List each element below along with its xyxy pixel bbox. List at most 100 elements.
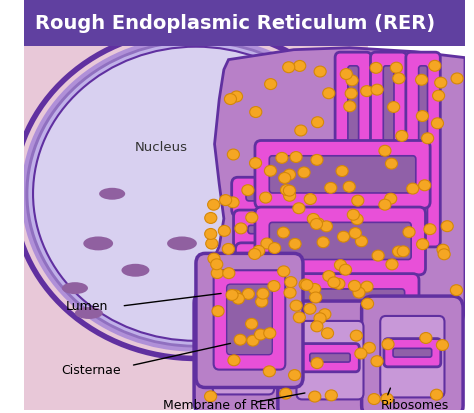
Ellipse shape <box>372 250 384 261</box>
Ellipse shape <box>353 287 365 298</box>
Ellipse shape <box>345 88 357 99</box>
FancyBboxPatch shape <box>248 225 402 234</box>
Ellipse shape <box>310 292 322 303</box>
Ellipse shape <box>379 145 391 156</box>
Ellipse shape <box>289 238 301 249</box>
FancyBboxPatch shape <box>371 52 407 262</box>
Ellipse shape <box>264 78 277 90</box>
Ellipse shape <box>396 131 408 141</box>
Text: Lumen: Lumen <box>66 299 108 313</box>
Ellipse shape <box>323 88 335 99</box>
Ellipse shape <box>340 69 352 79</box>
FancyBboxPatch shape <box>255 140 430 208</box>
FancyBboxPatch shape <box>250 258 401 266</box>
Ellipse shape <box>323 271 335 282</box>
Ellipse shape <box>253 245 265 256</box>
Ellipse shape <box>235 223 247 234</box>
FancyBboxPatch shape <box>24 0 465 46</box>
Ellipse shape <box>310 218 322 230</box>
FancyBboxPatch shape <box>296 321 364 399</box>
Ellipse shape <box>33 47 359 341</box>
FancyBboxPatch shape <box>234 210 416 249</box>
Ellipse shape <box>362 298 374 309</box>
Ellipse shape <box>352 195 364 206</box>
Ellipse shape <box>290 300 302 311</box>
FancyBboxPatch shape <box>194 291 293 413</box>
FancyBboxPatch shape <box>213 311 274 394</box>
Ellipse shape <box>121 264 149 277</box>
Polygon shape <box>196 47 465 411</box>
FancyBboxPatch shape <box>196 253 303 387</box>
Ellipse shape <box>255 296 268 307</box>
Ellipse shape <box>309 391 321 402</box>
FancyBboxPatch shape <box>335 52 372 262</box>
Ellipse shape <box>328 277 340 288</box>
Ellipse shape <box>283 169 296 180</box>
Text: Rough Endoplasmic Reticulum (RER): Rough Endoplasmic Reticulum (RER) <box>36 14 436 33</box>
Ellipse shape <box>450 285 463 296</box>
Ellipse shape <box>403 227 415 237</box>
FancyBboxPatch shape <box>419 66 428 233</box>
FancyBboxPatch shape <box>269 222 411 259</box>
Ellipse shape <box>361 281 373 292</box>
Ellipse shape <box>343 181 356 192</box>
Ellipse shape <box>278 266 290 277</box>
Ellipse shape <box>246 212 258 223</box>
Ellipse shape <box>337 231 349 242</box>
Ellipse shape <box>28 43 364 345</box>
Ellipse shape <box>83 237 113 250</box>
Ellipse shape <box>281 185 292 195</box>
Ellipse shape <box>350 330 363 341</box>
Ellipse shape <box>228 355 240 366</box>
Ellipse shape <box>416 74 428 85</box>
Ellipse shape <box>261 238 273 249</box>
Ellipse shape <box>309 283 321 294</box>
Ellipse shape <box>381 393 393 404</box>
Ellipse shape <box>222 243 235 254</box>
Ellipse shape <box>420 332 432 344</box>
FancyBboxPatch shape <box>255 207 426 275</box>
Ellipse shape <box>268 280 280 292</box>
Ellipse shape <box>227 197 239 208</box>
Ellipse shape <box>277 227 290 238</box>
Ellipse shape <box>298 167 310 178</box>
Ellipse shape <box>293 312 305 323</box>
Ellipse shape <box>33 47 359 341</box>
Ellipse shape <box>424 224 436 235</box>
Ellipse shape <box>311 154 323 165</box>
FancyBboxPatch shape <box>310 353 350 362</box>
Ellipse shape <box>386 259 398 270</box>
Ellipse shape <box>304 194 316 204</box>
Ellipse shape <box>279 173 291 183</box>
Ellipse shape <box>417 239 428 249</box>
Ellipse shape <box>206 238 218 249</box>
Ellipse shape <box>321 328 334 339</box>
Ellipse shape <box>416 111 428 121</box>
Ellipse shape <box>371 84 383 95</box>
Ellipse shape <box>167 237 197 250</box>
Ellipse shape <box>62 282 88 294</box>
Ellipse shape <box>356 236 367 247</box>
Ellipse shape <box>438 249 450 260</box>
FancyBboxPatch shape <box>278 301 382 413</box>
Ellipse shape <box>208 253 220 264</box>
Ellipse shape <box>250 107 262 118</box>
Ellipse shape <box>247 335 259 346</box>
Ellipse shape <box>276 152 288 163</box>
Ellipse shape <box>260 192 272 203</box>
Ellipse shape <box>441 221 453 232</box>
Ellipse shape <box>397 246 410 257</box>
Ellipse shape <box>311 358 323 368</box>
Ellipse shape <box>333 278 345 289</box>
Ellipse shape <box>431 118 444 129</box>
Ellipse shape <box>234 334 246 345</box>
Ellipse shape <box>392 246 405 257</box>
Ellipse shape <box>311 321 323 332</box>
Ellipse shape <box>437 339 448 351</box>
Ellipse shape <box>433 90 445 101</box>
Ellipse shape <box>311 117 324 128</box>
Ellipse shape <box>295 125 307 136</box>
Ellipse shape <box>228 149 239 160</box>
Ellipse shape <box>285 277 297 287</box>
Ellipse shape <box>23 37 369 351</box>
